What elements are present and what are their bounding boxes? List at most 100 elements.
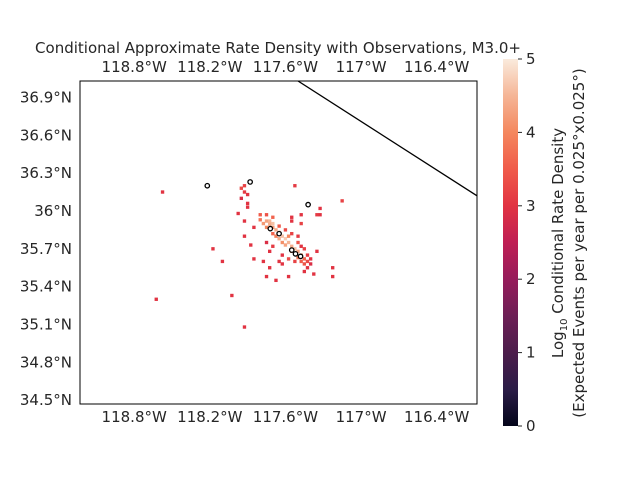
rate-cell [154, 297, 158, 301]
rate-cell [290, 215, 294, 219]
plot-frame [79, 80, 478, 405]
rate-cell [277, 224, 281, 228]
rate-cell [293, 259, 297, 264]
rate-cell [252, 257, 256, 261]
y-tick-label: 35.4°N [20, 278, 72, 296]
x-axis-bottom: 118.8°W 118.2°W 117.6°W 117°W 116.4°W [102, 408, 470, 426]
boundary-lines [297, 81, 477, 197]
rate-cell [271, 215, 275, 219]
rate-cell [258, 218, 262, 222]
rate-cell [286, 240, 291, 245]
rate-cell [290, 231, 294, 236]
y-tick-label: 34.5°N [20, 391, 72, 409]
rate-cell [286, 274, 291, 279]
rate-cell [245, 192, 250, 197]
rate-cell [261, 221, 266, 226]
rate-cell [271, 244, 275, 248]
observation-markers [204, 179, 311, 260]
y-tick-label: 36°N [34, 202, 72, 220]
x-tick-label-bottom: 118.2°W [177, 408, 242, 426]
rate-cell [308, 257, 313, 261]
colorbar-label-line1: Log10 Conditional Rate Density [549, 128, 570, 358]
rate-cell [315, 249, 319, 254]
observation-marker [267, 225, 274, 232]
x-tick-label-top: 116.4°W [404, 58, 469, 76]
rate-cell [274, 278, 278, 283]
rate-cell [305, 266, 310, 270]
rate-cell [264, 225, 269, 230]
rate-cell [242, 234, 247, 238]
observation-marker [276, 230, 282, 237]
observation-marker [292, 251, 299, 257]
rate-cell [331, 274, 335, 279]
rate-cell [299, 221, 303, 226]
x-tick-label-bottom: 117°W [336, 408, 387, 426]
colorbar-tick-label: 0 [526, 417, 536, 435]
observation-marker [204, 182, 211, 189]
rate-cell [286, 234, 291, 238]
rate-cell [318, 206, 322, 211]
rate-cell [268, 249, 272, 254]
rate-cell [286, 257, 291, 261]
rate-cell [280, 262, 284, 266]
rate-cell [268, 266, 272, 270]
rate-cell [211, 247, 215, 251]
rate-cell [160, 190, 165, 194]
x-axis-top: 118.8°W 118.2°W 117.6°W 117°W 116.4°W [102, 58, 470, 76]
rate-cell [305, 259, 310, 264]
rate-cell [242, 184, 247, 188]
x-tick-label-top: 118.8°W [102, 58, 167, 76]
colorbar-label-line2: (Expected Events per year per 0.025°x0.0… [570, 68, 588, 417]
rate-cell [236, 211, 240, 216]
rate-cell [242, 190, 247, 194]
rate-cell [296, 234, 300, 238]
rate-cell [245, 205, 250, 209]
rate-cell [296, 240, 300, 245]
colorbar-label-sub: 10 [559, 319, 570, 332]
rate-cell [293, 184, 297, 188]
rate-cell [299, 259, 303, 264]
observation-marker [305, 201, 311, 208]
rate-cell [302, 262, 307, 266]
x-tick-label-top: 117.6°W [253, 58, 318, 76]
y-tick-label: 34.8°N [20, 353, 72, 371]
rate-cell [283, 243, 288, 247]
rate-cell [299, 213, 303, 217]
rate-cell [280, 240, 284, 245]
colorbar-tick-label: 3 [526, 197, 536, 215]
colorbar-tick-label: 5 [526, 50, 536, 68]
rate-cell [302, 247, 307, 251]
rate-cell [271, 231, 275, 236]
rate-density-cells [154, 184, 344, 329]
x-tick-label-top: 117°W [336, 58, 387, 76]
rate-cell [252, 225, 256, 230]
y-axis-left: 36.9°N 36.6°N 36.3°N 36°N 35.7°N 35.4°N 35.1°N… [20, 88, 72, 409]
rate-cell [268, 219, 272, 223]
colorbar-label-log: Log [549, 331, 567, 358]
rate-cell [264, 219, 269, 223]
colorbar-label-rest: Conditional Rate Density [549, 128, 567, 319]
rate-cell [274, 228, 278, 232]
rate-cell [264, 240, 269, 245]
x-tick-label-top: 118.2°W [177, 58, 242, 76]
rate-cell [245, 201, 250, 206]
rate-cell [290, 219, 294, 223]
observation-marker [288, 247, 295, 253]
rate-cell [283, 228, 288, 232]
rate-cell [220, 259, 225, 264]
chart-title: Conditional Approximate Rate Density wit… [35, 39, 521, 57]
rate-cell [239, 186, 243, 190]
rate-cell [312, 272, 316, 276]
rate-cell [283, 237, 288, 241]
x-tick-label-bottom: 116.4°W [404, 408, 469, 426]
rate-cell [315, 213, 319, 217]
rate-cell [242, 219, 247, 223]
y-tick-label: 36.6°N [20, 126, 72, 144]
y-tick-label: 36.3°N [20, 164, 72, 182]
rate-cell [340, 199, 344, 203]
rate-cell [230, 293, 234, 298]
rate-cell [280, 234, 284, 238]
x-tick-label-bottom: 117.6°W [253, 408, 318, 426]
rate-cell [302, 269, 307, 274]
